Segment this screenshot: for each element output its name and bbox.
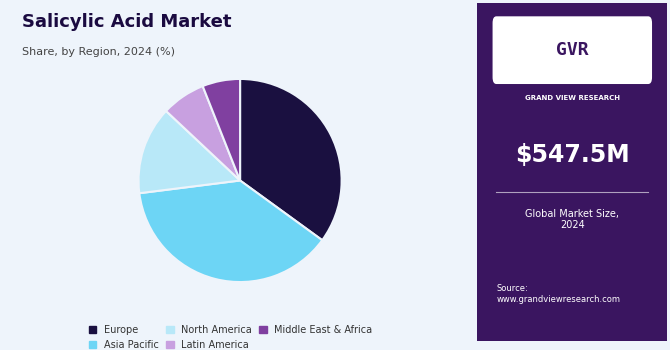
Text: Share, by Region, 2024 (%): Share, by Region, 2024 (%): [21, 47, 175, 57]
Text: Salicylic Acid Market: Salicylic Acid Market: [21, 13, 231, 31]
Legend: Europe, Asia Pacific, North America, Latin America, Middle East & Africa: Europe, Asia Pacific, North America, Lat…: [88, 325, 373, 350]
Text: $547.5M: $547.5M: [515, 143, 630, 167]
Text: Global Market Size,
2024: Global Market Size, 2024: [525, 209, 619, 230]
Text: GRAND VIEW RESEARCH: GRAND VIEW RESEARCH: [525, 94, 620, 100]
FancyBboxPatch shape: [492, 16, 652, 84]
Text: Source:
www.grandviewresearch.com: Source: www.grandviewresearch.com: [496, 284, 620, 303]
Text: GVR: GVR: [556, 41, 589, 59]
